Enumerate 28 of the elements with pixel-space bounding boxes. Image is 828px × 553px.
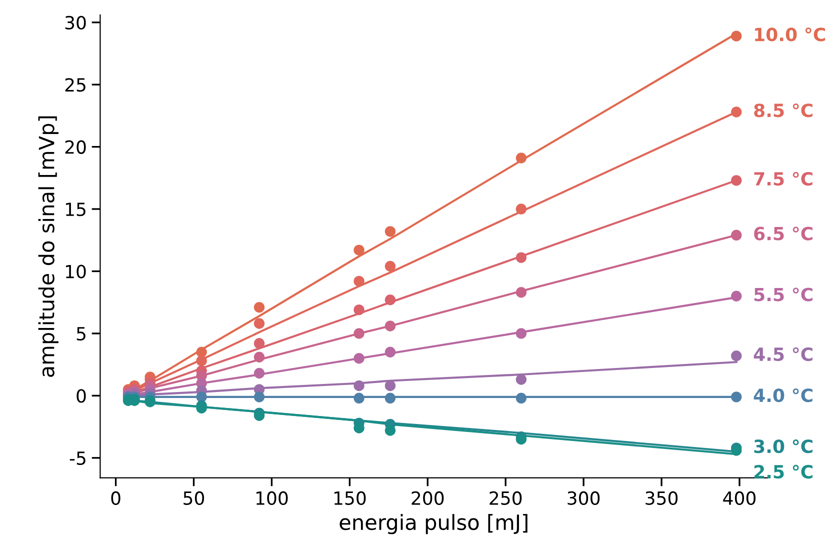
series-label: 2.5 °C — [754, 464, 812, 479]
series-label: 4.0 °C — [754, 388, 812, 402]
x-tick-label: 0 — [111, 491, 120, 505]
x-tick-label: 250 — [490, 491, 522, 505]
y-tick-label: 15 — [66, 202, 86, 216]
y-tick-label: 25 — [65, 78, 86, 92]
series-label: 3.0 °C — [754, 439, 812, 454]
y-tick-label: 10 — [66, 264, 86, 278]
x-tick-label: 100 — [256, 491, 288, 505]
series-label: 6.5 °C — [754, 226, 812, 240]
x-axis-title: energia pulso [mJ] — [340, 514, 528, 534]
series-label: 8.5 °C — [754, 103, 812, 118]
x-tick-label: 50 — [184, 491, 204, 505]
x-tick-label: 350 — [646, 491, 678, 505]
y-tick-label: 30 — [65, 16, 86, 30]
y-tick-label: 0 — [76, 389, 86, 403]
series-label: 10.0 °C — [755, 28, 825, 42]
x-tick-label: 200 — [412, 491, 444, 505]
x-tick-label: 150 — [334, 491, 366, 505]
series-label: 7.5 °C — [754, 172, 812, 186]
y-axis-title: amplitude do sinal [mVp] — [38, 116, 58, 377]
series-label: 4.5 °C — [754, 347, 812, 362]
x-tick-label: 400 — [723, 491, 756, 505]
x-tick-label: 300 — [568, 491, 600, 505]
y-tick-label: 5 — [76, 327, 86, 341]
y-tick-label: 20 — [65, 140, 86, 154]
series-label: 5.5 °C — [754, 288, 812, 302]
y-tick-label: -5 — [70, 452, 86, 465]
